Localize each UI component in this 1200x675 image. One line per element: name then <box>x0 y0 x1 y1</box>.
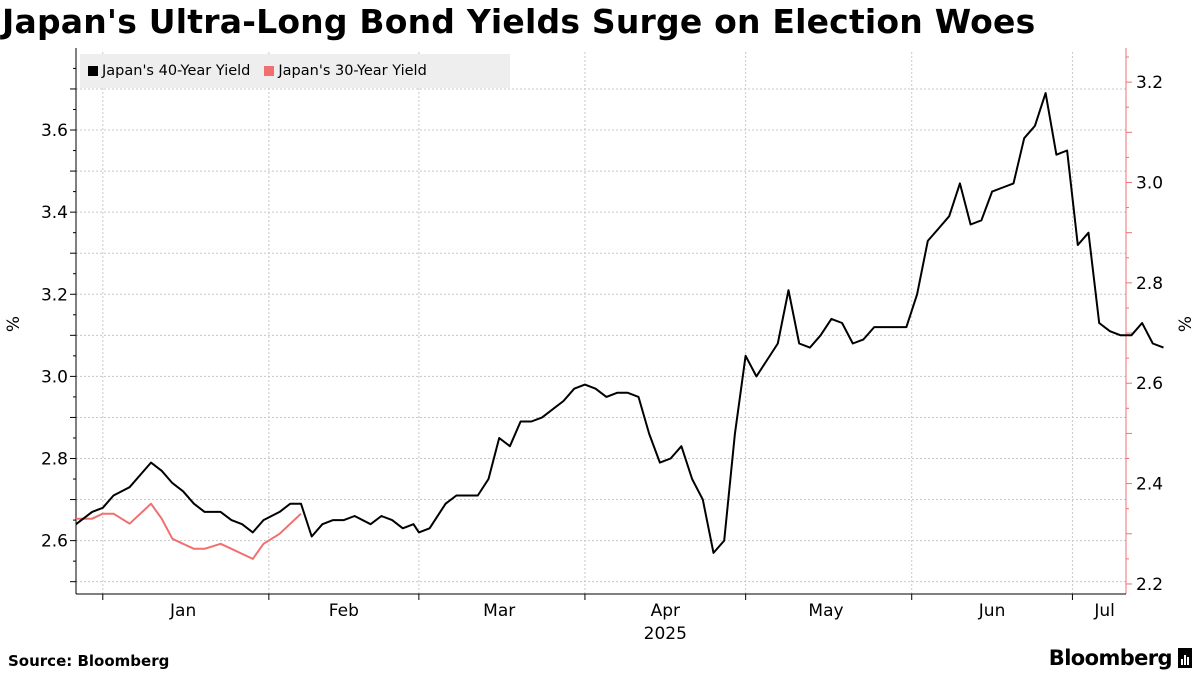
x-axis-year-label: 2025 <box>644 624 687 644</box>
x-tick-label: Apr <box>651 601 680 621</box>
y-tick-label-right: 3.2 <box>1136 73 1163 93</box>
series-line-30y <box>76 502 302 560</box>
y-tick-label-right: 2.8 <box>1136 274 1163 294</box>
legend-item-40y[interactable]: Japan's 40-Year Yield <box>88 63 250 79</box>
y-tick-label-right: 2.2 <box>1136 575 1163 595</box>
y-axis-label-right: % <box>1176 315 1197 333</box>
bloomberg-terminal-icon <box>1178 648 1192 668</box>
y-axis-label-left: % <box>4 315 25 333</box>
grid-layer <box>76 52 1126 594</box>
source-note: Source: Bloomberg <box>8 652 170 670</box>
y-tick-label-left: 2.6 <box>41 532 68 552</box>
y-tick-label-left: 3.6 <box>41 121 68 141</box>
x-tick-label: Mar <box>483 601 515 621</box>
legend-label-30y: Japan's 30-Year Yield <box>278 63 427 79</box>
y-tick-label-left: 3.2 <box>41 285 68 305</box>
y-tick-label-right: 3.0 <box>1136 173 1163 193</box>
chart-title: Japan's Ultra-Long Bond Yields Surge on … <box>2 2 1036 41</box>
x-tick-label: May <box>808 601 843 621</box>
y-tick-label-left: 3.4 <box>41 203 68 223</box>
x-tick-label: Jun <box>978 601 1006 621</box>
y-tick-label-left: 2.8 <box>41 450 68 470</box>
legend-label-40y: Japan's 40-Year Yield <box>102 63 251 79</box>
y-tick-label-right: 2.6 <box>1136 374 1163 394</box>
brand-name: Bloomberg <box>1048 646 1173 670</box>
y-tick-label-left: 3.0 <box>41 367 68 387</box>
series-layer <box>75 92 1164 560</box>
x-tick-label: Jul <box>1093 601 1115 621</box>
label-layer: 2.6 2.8 3.0 3.2 3.4 3.6 2.2 2.4 2.6 2.8 3.0 3.2 Jan F… <box>41 73 1163 644</box>
series-line-40y <box>75 92 1164 554</box>
legend-item-30y[interactable]: Japan's 30-Year Yield <box>264 63 427 79</box>
legend-swatch-40y <box>88 66 98 76</box>
x-tick-label: Feb <box>329 601 359 621</box>
axis-layer <box>70 48 1132 600</box>
x-tick-label: Jan <box>169 601 196 621</box>
legend: Japan's 40-Year Yield Japan's 30-Year Yi… <box>80 54 510 88</box>
legend-swatch-30y <box>264 66 275 76</box>
y-tick-label-right: 2.4 <box>1136 475 1163 495</box>
bloomberg-logo: Bloomberg <box>1049 646 1192 670</box>
